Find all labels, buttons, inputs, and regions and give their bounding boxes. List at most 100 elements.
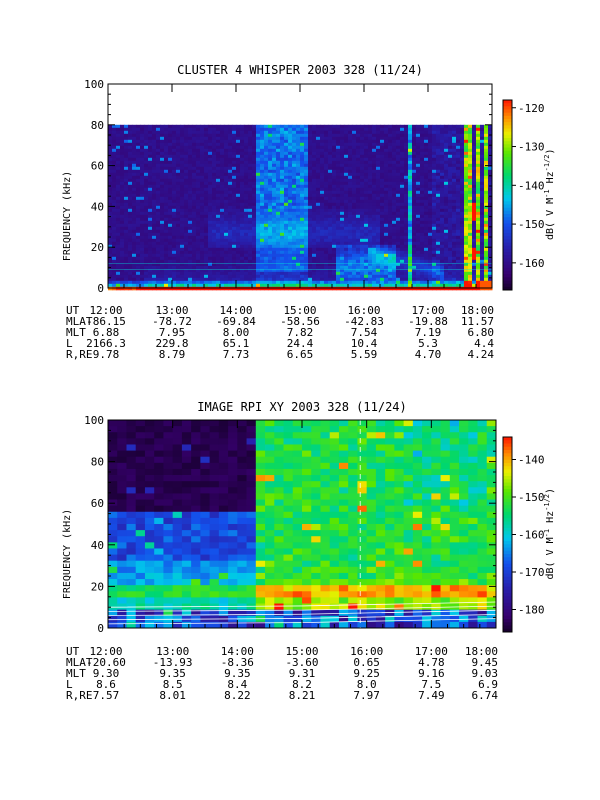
heatmap-cell: [452, 277, 457, 282]
heatmap-cell: [368, 259, 373, 264]
heatmap-cell: [172, 238, 177, 243]
heatmap-cell: [124, 268, 129, 273]
heatmap-cell: [316, 271, 321, 276]
heatmap-cell: [388, 211, 393, 216]
heatmap-cell: [408, 124, 413, 129]
heatmap-cell: [420, 160, 425, 165]
heatmap-cell: [356, 217, 361, 222]
heatmap-cell: [304, 157, 309, 162]
heatmap-cell: [372, 223, 377, 228]
heatmap-cell: [296, 262, 301, 267]
heatmap-cell: [400, 199, 405, 204]
heatmap-cell: [120, 208, 125, 213]
heatmap-cell: [416, 199, 421, 204]
heatmap-cell: [212, 151, 217, 156]
heatmap-cell: [200, 175, 205, 180]
heatmap-cell: [244, 280, 249, 285]
heatmap-cell: [316, 220, 321, 225]
heatmap-cell: [208, 187, 213, 192]
heatmap-cell: [228, 157, 233, 162]
heatmap-cell: [124, 235, 129, 240]
heatmap-cell: [312, 235, 317, 240]
heatmap-cell: [336, 229, 341, 234]
heatmap-cell: [276, 253, 281, 258]
heatmap-cell: [264, 262, 269, 267]
heatmap-cell: [136, 136, 141, 141]
heatmap-cell: [460, 277, 465, 282]
heatmap-cell: [256, 205, 261, 210]
heatmap-cell: [176, 277, 181, 282]
heatmap-cell: [268, 166, 273, 171]
heatmap-cell: [448, 199, 453, 204]
heatmap-cell: [220, 151, 225, 156]
heatmap-cell: [464, 268, 469, 273]
heatmap-cell: [372, 190, 377, 195]
heatmap-cell: [432, 277, 437, 282]
heatmap-cell: [224, 280, 229, 285]
heatmap-cell: [376, 235, 381, 240]
heatmap-cell: [372, 136, 377, 141]
heatmap-cell: [284, 253, 289, 258]
heatmap-cell: [128, 277, 133, 282]
heatmap-cell: [428, 178, 433, 183]
heatmap-cell: [408, 259, 413, 264]
heatmap-cell: [400, 160, 405, 165]
heatmap-cell: [252, 130, 257, 135]
heatmap-cell: [356, 250, 361, 255]
heatmap-cell: [124, 142, 129, 147]
heatmap-cell: [180, 136, 185, 141]
heatmap-cell: [448, 247, 453, 252]
heatmap-cell: [380, 151, 385, 156]
heatmap-cell: [424, 247, 429, 252]
heatmap-cell: [352, 172, 357, 177]
heatmap-cell: [180, 145, 185, 150]
heatmap-cell: [440, 262, 445, 267]
heatmap-cell: [144, 262, 149, 267]
heatmap-cell: [348, 139, 353, 144]
heatmap-cell: [180, 286, 185, 291]
heatmap-cell: [180, 208, 185, 213]
heatmap-cell: [452, 145, 457, 150]
heatmap-cell: [384, 205, 389, 210]
heatmap-cell: [384, 175, 389, 180]
heatmap-cell: [152, 193, 157, 198]
heatmap-cell: [272, 136, 277, 141]
heatmap-cell: [424, 238, 429, 243]
heatmap-cell: [196, 253, 201, 258]
heatmap-cell: [464, 133, 469, 138]
heatmap-cell: [228, 166, 233, 171]
heatmap-cell: [448, 172, 453, 177]
heatmap-cell: [252, 202, 257, 207]
heatmap-cell: [212, 130, 217, 135]
heatmap-cell: [384, 154, 389, 159]
heatmap-cell: [180, 262, 185, 267]
heatmap-cell: [136, 124, 141, 129]
heatmap-cell: [336, 145, 341, 150]
heatmap-cell: [416, 256, 421, 261]
heatmap-cell: [292, 226, 297, 231]
heatmap-cell: [280, 274, 285, 279]
heatmap-cell: [208, 259, 213, 264]
heatmap-cell: [268, 283, 273, 288]
heatmap-cell: [164, 136, 169, 141]
heatmap-cell: [364, 283, 369, 288]
heatmap-cell: [436, 151, 441, 156]
heatmap-cell: [148, 148, 153, 153]
heatmap-cell: [176, 193, 181, 198]
heatmap-cell: [292, 250, 297, 255]
heatmap-cell: [116, 286, 121, 291]
heatmap-cell: [384, 193, 389, 198]
heatmap-cell: [352, 259, 357, 264]
heatmap-cell: [148, 124, 153, 129]
heatmap-cell: [396, 223, 401, 228]
heatmap-cell: [244, 190, 249, 195]
heatmap-cell: [232, 124, 237, 129]
heatmap-cell: [140, 238, 145, 243]
heatmap-cell: [272, 223, 277, 228]
heatmap-cell: [188, 127, 193, 132]
heatmap-cell: [420, 235, 425, 240]
heatmap-cell: [168, 253, 173, 258]
heatmap-cell: [292, 223, 297, 228]
heatmap-cell: [276, 166, 281, 171]
heatmap-cell: [348, 277, 353, 282]
